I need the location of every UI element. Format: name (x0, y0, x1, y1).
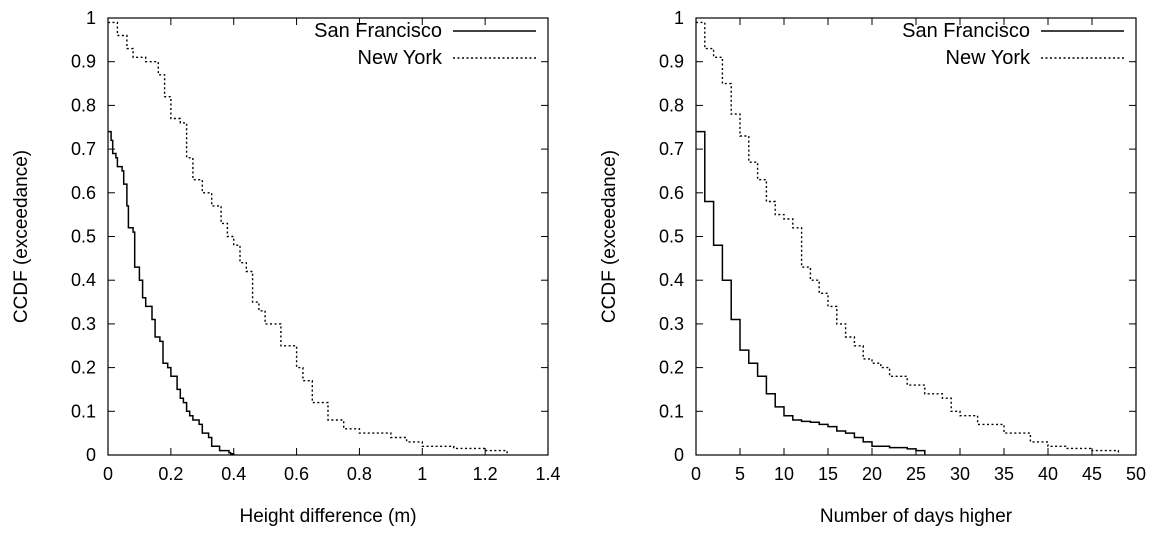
chart2-series-line-new-york (696, 21, 1120, 455)
chart2-y-tick-label: 0.7 (659, 139, 684, 159)
chart2-y-tick-label: 0.2 (659, 358, 684, 378)
chart2-y-tick-label: 0.5 (659, 227, 684, 247)
chart2-x-tick-label: 50 (1126, 464, 1146, 484)
chart2-x-tick-label: 45 (1082, 464, 1102, 484)
chart2-legend-label-new-york: New York (946, 47, 1031, 69)
chart1-y-tick-label: 0.1 (71, 401, 96, 421)
chart1-x-tick-label: 0.4 (221, 464, 246, 484)
chart1-y-tick-label: 0.7 (71, 139, 96, 159)
chart2-y-tick-label: 0 (674, 445, 684, 465)
chart2-x-tick-label: 30 (950, 464, 970, 484)
chart2-legend-label-san-francisco: San Francisco (902, 20, 1030, 42)
chart2-y-tick-label: 0.3 (659, 314, 684, 334)
chart1-y-tick-label: 0.2 (71, 358, 96, 378)
chart2-x-tick-label: 10 (774, 464, 794, 484)
chart1-y-tick-label: 0.4 (71, 270, 96, 290)
chart2-y-tick-label: 0.8 (659, 95, 684, 115)
chart1-y-tick-label: 0.6 (71, 183, 96, 203)
chart1-y-tick-label: 0.9 (71, 52, 96, 72)
chart2-y-tick-label: 1 (674, 8, 684, 28)
chart1-y-tick-label: 0.8 (71, 95, 96, 115)
chart2-series-line-san-francisco (696, 130, 926, 455)
chart2-x-tick-label: 25 (906, 464, 926, 484)
chart2-y-tick-label: 0.1 (659, 401, 684, 421)
chart2-y-tick-label: 0.6 (659, 183, 684, 203)
chart2-x-tick-label: 35 (994, 464, 1014, 484)
chart1-x-tick-label: 0 (103, 464, 113, 484)
chart1-series-line-new-york (108, 21, 508, 455)
chart2-x-tick-label: 5 (735, 464, 745, 484)
chart2-plot-frame (695, 17, 1137, 456)
chart1-x-tick-label: 0.2 (158, 464, 183, 484)
chart2-y-axis-label: CCDF (exceedance) (599, 150, 620, 323)
chart1-x-tick-label: 1.2 (473, 464, 498, 484)
chart2-x-axis-label: Number of days higher (820, 506, 1013, 527)
chart2-x-tick-label: 15 (818, 464, 838, 484)
chart1-x-tick-label: 0.8 (347, 464, 372, 484)
chart1-y-axis-label: CCDF (exceedance) (11, 150, 32, 323)
chart1-legend-label-new-york: New York (358, 47, 443, 69)
chart1-x-tick-label: 1.4 (535, 464, 560, 484)
chart2-x-tick-label: 20 (862, 464, 882, 484)
chart1-y-tick-label: 0.3 (71, 314, 96, 334)
chart1-x-tick-label: 0.6 (284, 464, 309, 484)
chart2-x-tick-label: 0 (691, 464, 701, 484)
chart2-x-tick-label: 40 (1038, 464, 1058, 484)
chart1-x-axis-label: Height difference (m) (239, 506, 416, 527)
chart1-series-line-san-francisco (108, 130, 235, 455)
chart1-y-tick-label: 0.5 (71, 227, 96, 247)
chart1-plot-frame (107, 17, 549, 456)
chart1-y-tick-label: 0 (86, 445, 96, 465)
chart2-y-tick-label: 0.9 (659, 52, 684, 72)
chart1-y-tick-label: 1 (86, 8, 96, 28)
chart1-x-tick-label: 1 (417, 464, 427, 484)
chart2-y-tick-label: 0.4 (659, 270, 684, 290)
chart1-legend-label-san-francisco: San Francisco (314, 20, 442, 42)
